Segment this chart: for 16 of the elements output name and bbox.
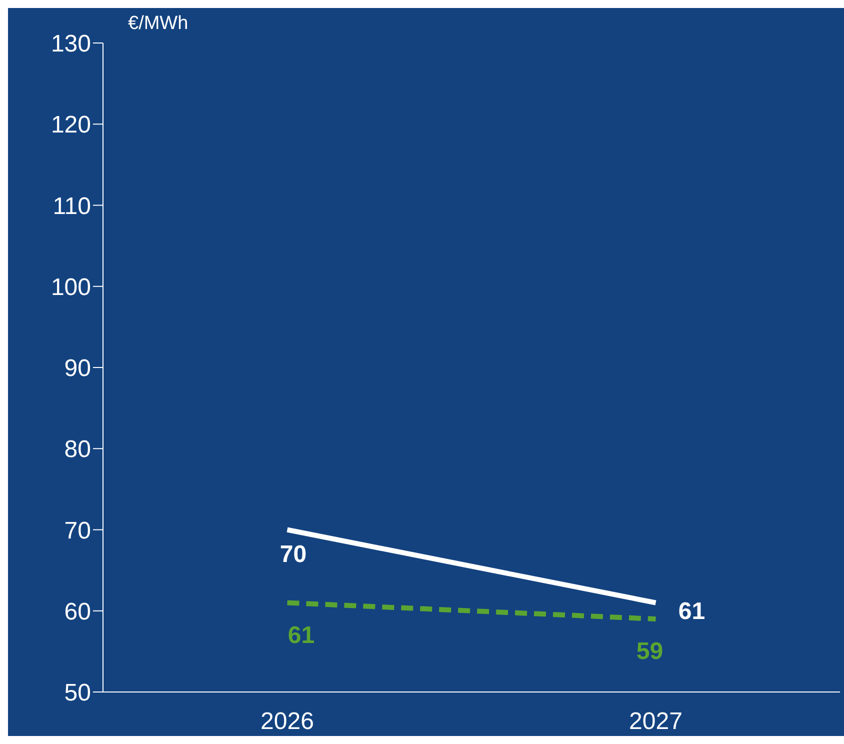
y-tick-label: 90: [64, 355, 91, 382]
x-tick-label: 2027: [629, 708, 682, 736]
y-tick-label: 120: [50, 112, 91, 139]
y-tick-label: 60: [64, 598, 91, 626]
y-tick-label: 70: [64, 517, 91, 544]
data-label: 70: [280, 540, 307, 568]
data-label: 61: [288, 622, 315, 649]
y-axis-title: €/MWh: [128, 13, 188, 34]
y-tick-label: 110: [52, 192, 91, 220]
x-tick-label: 2026: [260, 708, 314, 736]
data-label: 59: [636, 638, 664, 665]
y-tick-label: 50: [64, 680, 91, 707]
y-tick-label: 130: [50, 30, 91, 58]
y-tick-label: 100: [50, 274, 91, 301]
data-label: 61: [678, 598, 706, 625]
y-tick-label: 80: [64, 436, 91, 464]
